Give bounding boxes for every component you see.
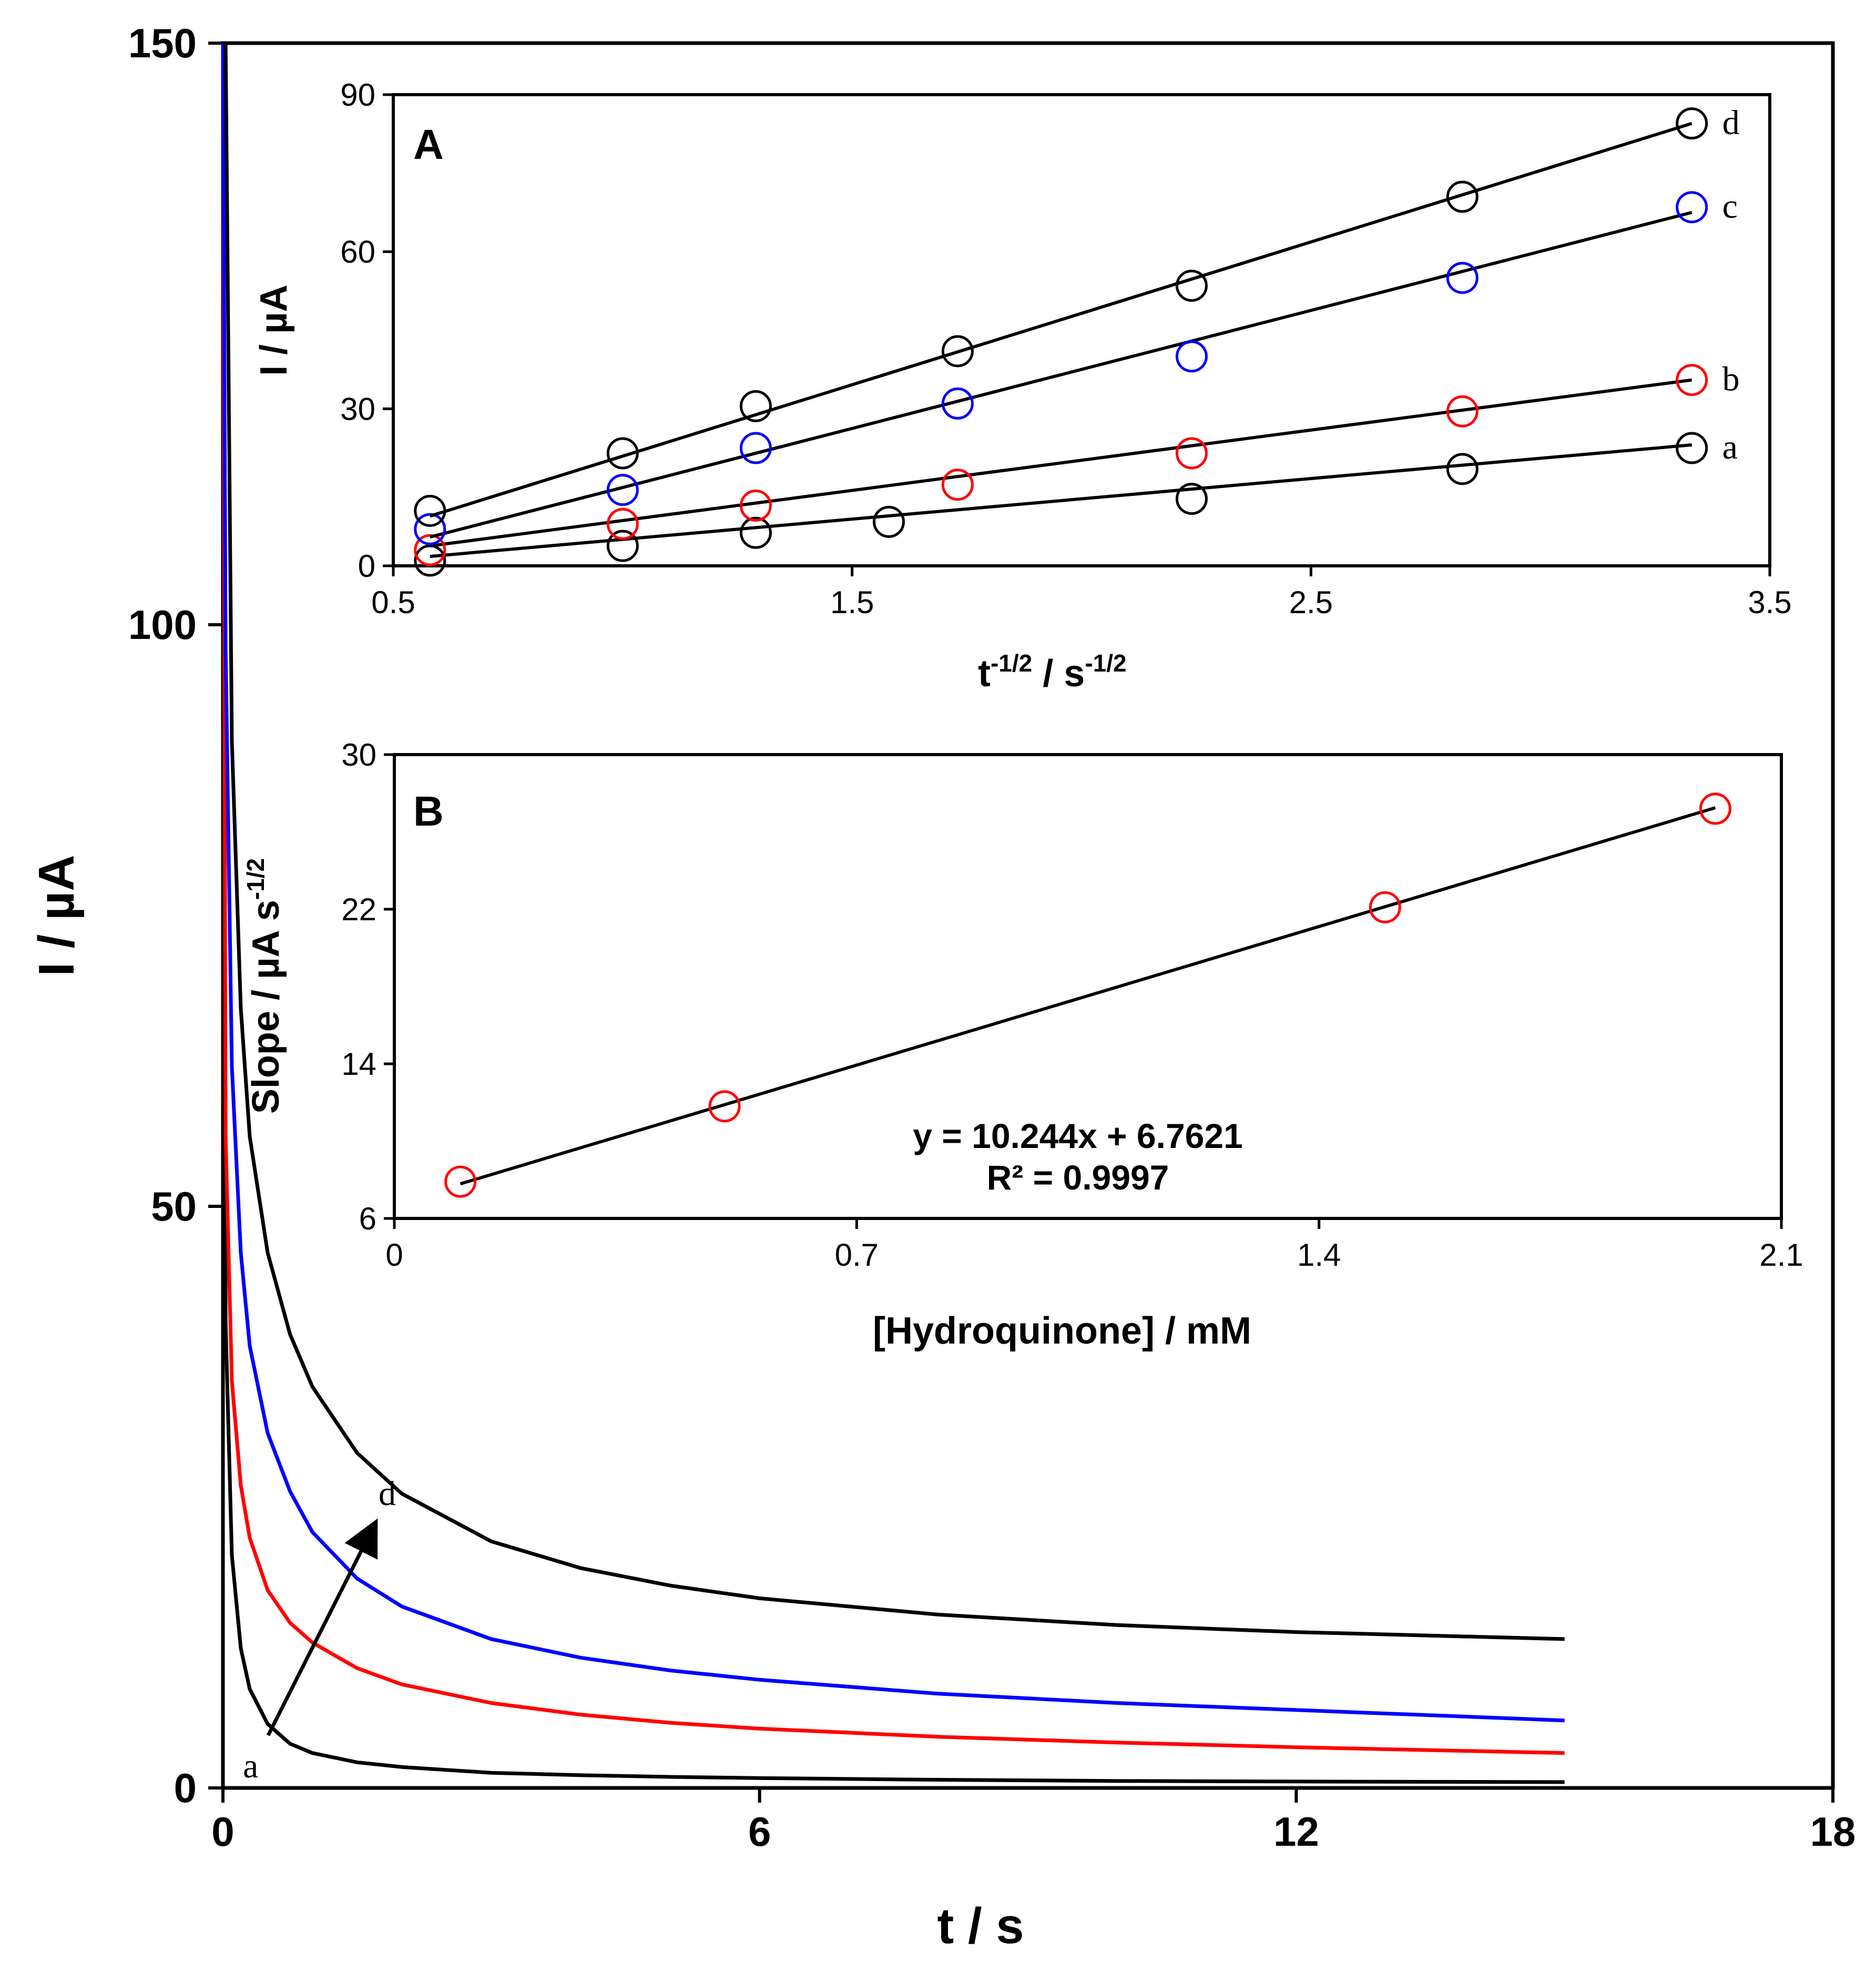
inset-a-point-a — [1446, 453, 1479, 485]
main-x-tick-label: 6 — [748, 1808, 771, 1855]
inset-a-fit-line-c — [430, 211, 1693, 539]
inset-a-point-d — [941, 335, 974, 368]
inset-a-y-tick-label: 30 — [340, 391, 375, 426]
inset-a-x-tick-label: 3.5 — [1748, 585, 1791, 620]
inset-a-point-b — [1676, 364, 1708, 397]
inset-b-panel-letter: B — [413, 788, 444, 835]
inset-a-point-d — [1446, 180, 1479, 213]
inset-b-fit-line — [460, 806, 1716, 1186]
main-y-tick-label: 50 — [151, 1183, 197, 1229]
inset-b-regression-equation: y = 10.244x + 6.7621 — [913, 1116, 1243, 1155]
inset-a-x-title-part: -1/2 — [991, 649, 1032, 677]
inset-b-y-title-main: Slope / µA s — [245, 900, 287, 1114]
inset-b-point — [1699, 792, 1731, 825]
inset-a-point-d — [739, 390, 772, 422]
inset-a-fit-line-d — [429, 121, 1693, 518]
inset-a-point-b — [1446, 395, 1479, 428]
inset-a-point-d — [414, 494, 446, 527]
inset-b-point — [1369, 891, 1401, 923]
inset-a-point-c — [1446, 261, 1479, 294]
inset-a-point-b — [1175, 437, 1208, 470]
inset-b-point — [708, 1090, 741, 1123]
inset-a-point-d — [1175, 269, 1208, 302]
inset-a-point-c — [1175, 340, 1208, 373]
inset-a-y-tick-label: 90 — [340, 77, 375, 113]
inset-a-x-tick-label: 0.5 — [371, 585, 415, 620]
inset-a-y-tick-label: 60 — [340, 235, 375, 270]
inset-b-x-tick-label: 0.7 — [835, 1237, 879, 1273]
inset-a-point-a — [1175, 483, 1208, 515]
inset-a-x-title-part: t — [978, 653, 991, 695]
inset-a-panel-letter: A — [413, 121, 444, 168]
inset-b-x-tick-label: 0 — [385, 1237, 403, 1273]
inset-b-y-tick-label: 22 — [341, 892, 376, 927]
inset-a-x-tick-label: 2.5 — [1289, 585, 1333, 620]
inset-b-frame — [393, 753, 1783, 1220]
inset-a-point-a — [1676, 432, 1708, 464]
inset-b-plot: 6 14 22 30 0 0.7 1.4 2.1 B [Hydroquinone] / mM Slo… — [242, 737, 1803, 1352]
inset-b-y-axis-title: Slope / µA s-1/2 — [242, 858, 287, 1114]
inset-b-r-squared: R² = 0.9997 — [987, 1158, 1169, 1197]
inset-a-point-b — [606, 507, 639, 540]
inset-b-x-tick-label: 2.1 — [1759, 1237, 1803, 1273]
main-x-axis-title: t / s — [937, 1898, 1024, 1954]
main-y-tick-label: 100 — [128, 602, 197, 648]
inset-a-series-label-a: a — [1722, 428, 1738, 466]
inset-b-y-title-sup: -1/2 — [242, 858, 269, 900]
inset-a-point-d — [1676, 107, 1708, 140]
inset-a-point-c — [606, 474, 639, 506]
main-x-tick-label: 0 — [211, 1808, 234, 1855]
main-y-tick-label: 150 — [128, 20, 197, 66]
increase-arrow — [266, 1518, 378, 1736]
inset-a-y-tick-label: 0 — [358, 548, 375, 584]
inset-a-x-axis-title: t-1/2 / s-1/2 — [978, 649, 1127, 695]
inset-a-fit-line-b — [430, 378, 1693, 548]
inset-a-point-b — [739, 490, 772, 522]
arrow-end-label: d — [379, 1475, 396, 1513]
inset-a-series-label-b: b — [1722, 360, 1740, 399]
inset-a-point-a — [739, 516, 772, 549]
inset-a-point-a — [606, 530, 639, 562]
inset-b-x-tick-label: 1.4 — [1297, 1237, 1341, 1273]
inset-a-frame — [392, 93, 1771, 567]
inset-a-point-d — [606, 437, 639, 470]
inset-a-series-label-c: c — [1722, 187, 1738, 226]
inset-b-x-axis-title: [Hydroquinone] / mM — [873, 1310, 1251, 1352]
inset-b-y-tick-label: 14 — [341, 1046, 376, 1082]
current-curve-d — [223, 41, 1565, 1641]
main-y-tick-label: 0 — [174, 1765, 197, 1811]
inset-a-x-title-part: / s — [1032, 653, 1085, 695]
inset-a-fit-line-a — [430, 443, 1692, 558]
inset-a-x-title-part: -1/2 — [1085, 649, 1126, 677]
main-y-axis-title: I / µA — [28, 855, 85, 976]
inset-a-x-tick-label: 1.5 — [830, 585, 874, 620]
current-curve-b — [221, 43, 1565, 1755]
inset-a-point-a — [872, 505, 905, 538]
inset-a-point-b — [414, 534, 446, 566]
inset-a-y-axis-title: I / µA — [253, 284, 295, 376]
inset-b-y-tick-label: 6 — [359, 1201, 376, 1236]
arrow-start-label: a — [243, 1747, 258, 1785]
main-x-tick-label: 18 — [1810, 1808, 1856, 1855]
current-curve-a — [221, 43, 1565, 1784]
inset-a-point-c — [941, 387, 974, 420]
inset-b-y-tick-label: 30 — [341, 737, 376, 772]
main-x-tick-label: 12 — [1273, 1808, 1319, 1855]
inset-a-point-c — [739, 432, 772, 464]
inset-a-point-c — [1676, 191, 1708, 223]
inset-b-point — [444, 1165, 477, 1198]
inset-a-series-label-d: d — [1722, 104, 1740, 142]
inset-a-point-b — [941, 469, 974, 501]
current-curve-c — [221, 43, 1565, 1723]
